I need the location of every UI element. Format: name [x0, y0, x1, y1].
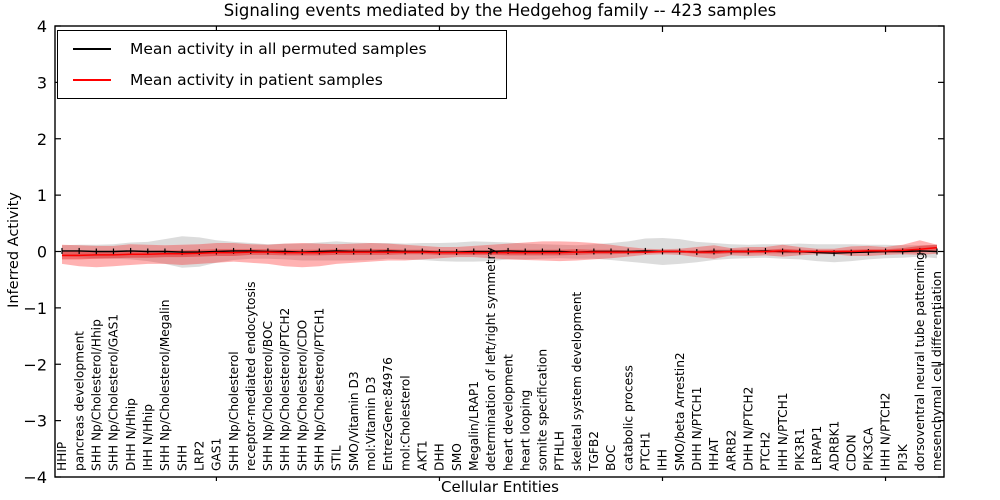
x-category-label: SMO: [450, 443, 464, 471]
x-category-label: ADRBK1: [827, 421, 841, 471]
x-category-label: GAS1: [210, 438, 224, 471]
x-category-label: SHH Np/Cholesterol/PTCH1: [313, 308, 327, 471]
permuted-line-swatch-icon: [73, 47, 111, 50]
x-category-label: pancreas development: [72, 331, 86, 471]
x-category-label: HHAT: [707, 437, 721, 471]
x-category-label: IHH N/PTCH2: [879, 392, 893, 471]
x-category-label: skeletal system development: [570, 292, 584, 471]
x-category-label: PIK3R1: [793, 428, 807, 471]
x-category-label: SHH Np/Cholesterol/PTCH2: [278, 308, 292, 471]
x-category-label: somite specification: [536, 349, 550, 471]
y-tick-label: 3: [37, 73, 47, 92]
x-category-label: IHH N/Hhip: [141, 404, 155, 471]
x-category-label: mol:Cholesterol: [398, 375, 412, 471]
x-category-label: dorsoventral neural tube patterning: [913, 252, 927, 471]
x-category-label: PTCH2: [759, 431, 773, 471]
chart-title: Signaling events mediated by the Hedgeho…: [223, 1, 777, 20]
x-category-label: DHH N/Hhip: [124, 398, 138, 471]
x-category-label: PIK3CA: [862, 427, 876, 471]
x-category-label: DHH N/PTCH2: [742, 387, 756, 471]
x-category-label: AKT1: [416, 440, 430, 471]
x-category-label: heart development: [501, 354, 515, 471]
x-category-label: SHH Np/Cholesterol/Megalin: [158, 299, 172, 471]
x-category-label: PTCH1: [639, 431, 653, 471]
x-category-label: HHIP: [55, 442, 69, 471]
x-category-label: PI3K: [896, 443, 910, 471]
legend-label-permuted: Mean activity in all permuted samples: [130, 39, 427, 58]
y-tick-label: −3: [23, 412, 47, 431]
x-category-label: SHH: [175, 445, 189, 471]
x-category-label: receptor-mediated endocytosis: [244, 281, 258, 471]
y-tick-label: −2: [23, 355, 47, 374]
x-category-label: PTHLH: [553, 431, 567, 471]
x-category-label: BOC: [604, 445, 618, 471]
x-category-label: DHH N/PTCH1: [690, 387, 704, 471]
x-axis-label: Cellular Entities: [441, 478, 559, 496]
x-category-label: heart looping: [518, 390, 532, 471]
x-category-label: LRPAP1: [810, 426, 824, 471]
x-category-label: EntrezGene:84976: [381, 357, 395, 471]
y-tick-label: 0: [37, 243, 47, 262]
x-category-label: IHH N/PTCH1: [776, 392, 790, 471]
x-category-label: SHH Np/Cholesterol: [227, 351, 241, 471]
x-category-label: ARRB2: [724, 430, 738, 471]
legend-label-patient: Mean activity in patient samples: [130, 71, 383, 90]
x-category-label: SHH Np/Cholesterol/Hhip: [90, 319, 104, 471]
legend: Mean activity in all permuted samples Me…: [57, 30, 507, 99]
x-category-label: SMO/beta Arrestin2: [673, 352, 687, 471]
y-tick-label: 2: [37, 130, 47, 149]
x-category-label: Megalin/LRAP1: [467, 381, 481, 471]
x-category-label: SHH Np/Cholesterol/BOC: [261, 321, 275, 471]
x-category-label: mol:Vitamin D3: [364, 376, 378, 471]
legend-item-patient: Mean activity in patient samples: [58, 66, 506, 94]
x-category-label: SHH Np/Cholesterol/GAS1: [107, 314, 121, 471]
y-tick-label: −4: [23, 468, 47, 487]
y-tick-label: 1: [37, 186, 47, 205]
x-category-label: SHH Np/Cholesterol/CDO: [295, 320, 309, 471]
patient-line-swatch-icon: [73, 79, 111, 82]
patient-mean-line: [62, 246, 938, 257]
legend-item-permuted: Mean activity in all permuted samples: [58, 35, 506, 63]
x-category-label: SMO/Vitamin D3: [347, 371, 361, 471]
x-category-label: STIL: [330, 445, 344, 471]
y-axis-label: Inferred Activity: [6, 192, 22, 308]
x-category-label: determination of left/right symmetry: [484, 247, 498, 471]
x-category-label: LRP2: [193, 441, 207, 471]
x-category-label: catabolic process: [621, 365, 635, 471]
x-category-label: DHH: [433, 443, 447, 471]
y-tick-label: 4: [37, 17, 47, 36]
x-category-label: mesenchymal cell differentiation: [930, 271, 944, 471]
x-category-label: IHH: [656, 449, 670, 471]
y-tick-label: −1: [23, 299, 47, 318]
x-category-label: TGFB2: [587, 431, 601, 472]
patient-std-band: [62, 240, 937, 268]
x-category-label: CDON: [844, 434, 858, 471]
